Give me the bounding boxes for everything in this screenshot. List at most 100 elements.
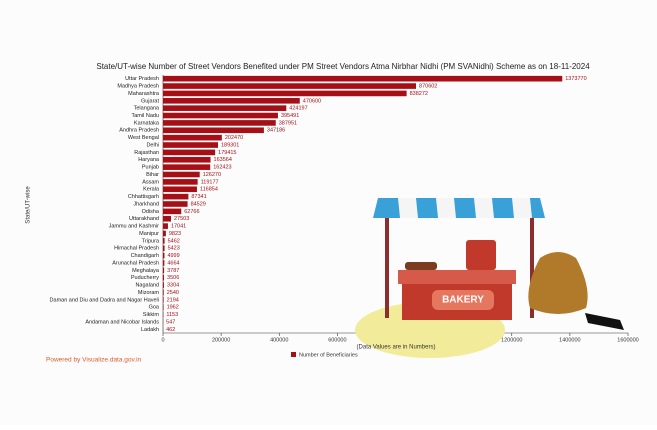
register <box>466 240 496 270</box>
y-tick-label: Andaman and Nicobar Islands <box>85 319 159 325</box>
value-label: 470600 <box>303 98 321 104</box>
y-tick-label: Odisha <box>142 209 160 215</box>
value-label: 1373770 <box>565 76 586 82</box>
x-tick-label: 0 <box>161 337 164 343</box>
y-tick-label: West Bengal <box>128 135 159 141</box>
bar <box>163 201 188 207</box>
value-label: 189301 <box>221 142 239 148</box>
y-tick-label: Tamil Nadu <box>131 113 159 119</box>
value-label: 84529 <box>191 201 206 207</box>
bar <box>163 172 200 178</box>
y-tick-label: Bihar <box>146 172 159 178</box>
bar <box>163 127 264 133</box>
y-tick-label: Puducherry <box>131 275 159 281</box>
y-tick-label: Haryana <box>138 157 160 163</box>
value-label: 387951 <box>279 120 297 126</box>
y-axis-label: State/UT-wise <box>26 186 32 224</box>
bar <box>163 297 164 303</box>
x-tick-label: 1600000 <box>617 337 638 343</box>
value-label: 1962 <box>167 305 179 311</box>
value-label: 424197 <box>289 106 307 112</box>
bar <box>163 157 211 163</box>
y-tick-label: Chandigarh <box>131 253 159 259</box>
value-label: 202470 <box>225 135 243 141</box>
y-tick-label: Ladakh <box>141 327 159 333</box>
y-tick-label: Tripura <box>142 238 160 244</box>
y-tick-label: Punjab <box>142 165 159 171</box>
value-label: 162423 <box>213 165 231 171</box>
value-label: 87341 <box>191 194 206 200</box>
bar <box>163 282 164 288</box>
bar <box>163 194 188 200</box>
bread <box>405 262 437 270</box>
bar <box>163 186 197 192</box>
bar <box>163 275 164 281</box>
y-tick-label: Manipur <box>139 231 159 237</box>
bar <box>163 231 166 237</box>
bar <box>163 142 218 148</box>
value-label: 2540 <box>167 290 179 296</box>
y-tick-label: Chhattisgarh <box>128 194 159 200</box>
counter-top <box>398 270 516 284</box>
value-label: 462 <box>166 327 175 333</box>
value-label: 17041 <box>171 224 186 230</box>
bar <box>163 268 164 274</box>
y-tick-label: Uttar Pradesh <box>125 76 159 82</box>
bar <box>163 223 168 229</box>
x-axis-label: (Data Values are in Numbers) <box>357 345 436 351</box>
bar <box>163 76 562 82</box>
bar <box>163 245 165 251</box>
y-tick-label: Himachal Pradesh <box>114 246 159 252</box>
sign-text: BAKERY <box>442 295 484 306</box>
y-tick-label: Maharashtra <box>128 91 160 97</box>
y-tick-label: Uttarakhand <box>129 216 159 222</box>
legend-swatch <box>291 352 296 357</box>
value-label: 5462 <box>168 238 180 244</box>
value-label: 4664 <box>167 260 179 266</box>
bar <box>163 238 165 244</box>
bar <box>163 216 171 222</box>
value-label: 870602 <box>419 84 437 90</box>
x-tick-label: 1200000 <box>501 337 522 343</box>
y-tick-label: Assam <box>142 179 159 185</box>
value-label: 1153 <box>166 312 178 318</box>
footer: Powered by Visualize.data.gov.in <box>46 357 142 364</box>
bar <box>163 105 286 111</box>
value-label: 395491 <box>281 113 299 119</box>
y-tick-label: Gujarat <box>141 98 160 104</box>
x-tick-label: 400000 <box>270 337 288 343</box>
value-label: 126270 <box>203 172 221 178</box>
y-tick-label: Karnataka <box>134 120 160 126</box>
pole <box>385 213 389 318</box>
y-tick-label: Arunachal Pradesh <box>112 260 159 266</box>
y-tick-label: Andhra Pradesh <box>119 128 159 134</box>
value-label: 3304 <box>167 283 179 289</box>
x-tick-label: 200000 <box>212 337 230 343</box>
bar <box>163 290 164 296</box>
bar <box>163 113 278 119</box>
y-tick-label: Delhi <box>146 142 159 148</box>
y-tick-label: Daman and Diu and Dadra and Nagar Haveli <box>50 297 159 303</box>
y-tick-label: Rajasthan <box>134 150 159 156</box>
value-label: 2194 <box>167 297 179 303</box>
y-tick-label: Meghalaya <box>132 268 160 274</box>
bar <box>163 83 416 89</box>
value-label: 179415 <box>218 150 236 156</box>
y-tick-label: Jammu and Kashmir <box>109 224 160 230</box>
y-tick-label: Mizoram <box>138 290 160 296</box>
bar <box>163 164 210 170</box>
bar <box>163 304 164 310</box>
y-tick-label: Kerala <box>143 187 160 193</box>
y-tick-label: Nagaland <box>135 283 159 289</box>
value-label: 547 <box>166 319 175 325</box>
x-tick-label: 600000 <box>328 337 346 343</box>
value-label: 3787 <box>167 268 179 274</box>
y-tick-label: Sikkim <box>143 312 160 318</box>
value-label: 116854 <box>200 187 218 193</box>
bar <box>163 179 198 185</box>
x-tick-label: 1400000 <box>559 337 580 343</box>
bar <box>163 135 222 141</box>
bar <box>163 260 164 266</box>
legend-label: Number of Beneficiaries <box>299 352 358 358</box>
